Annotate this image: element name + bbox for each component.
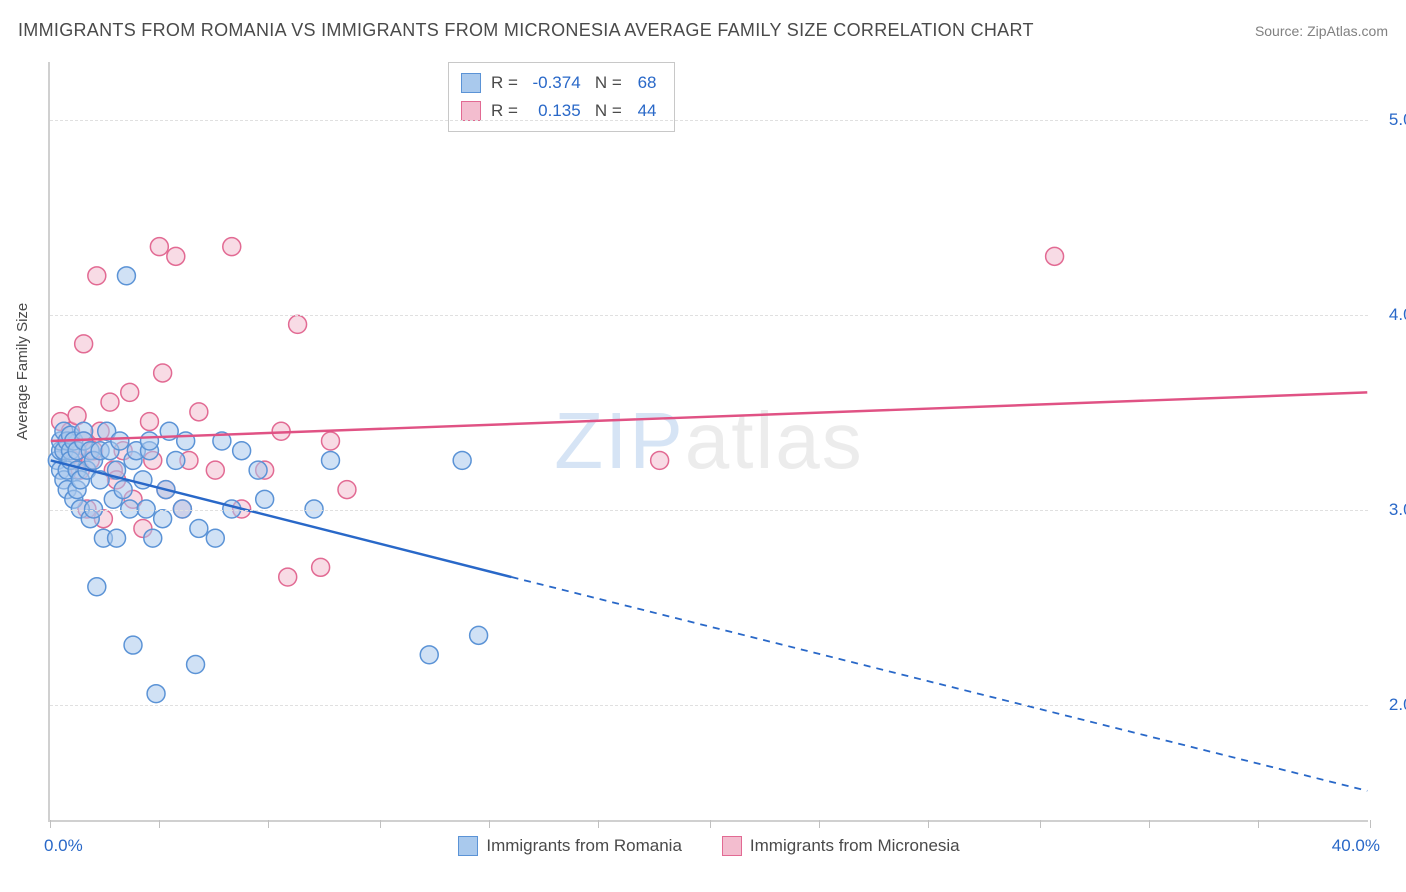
stat-n-label: N = xyxy=(581,73,627,93)
scatter-point-a xyxy=(124,636,142,654)
scatter-point-a xyxy=(108,529,126,547)
scatter-point-b xyxy=(190,403,208,421)
ytick-label: 4.00 xyxy=(1389,305,1406,325)
scatter-point-a xyxy=(144,529,162,547)
scatter-point-b xyxy=(167,247,185,265)
scatter-point-a xyxy=(420,646,438,664)
scatter-point-a xyxy=(470,626,488,644)
scatter-point-b xyxy=(154,364,172,382)
scatter-point-a xyxy=(256,490,274,508)
gridline-h xyxy=(50,120,1368,121)
scatter-point-a xyxy=(154,510,172,528)
scatter-point-b xyxy=(289,315,307,333)
legend-label-a: Immigrants from Romania xyxy=(486,836,682,856)
xtick xyxy=(819,820,820,828)
gridline-h xyxy=(50,510,1368,511)
stat-n-b: 44 xyxy=(626,101,656,121)
ytick-label: 3.00 xyxy=(1389,500,1406,520)
scatter-point-b xyxy=(141,413,159,431)
legend-item-a: Immigrants from Romania xyxy=(458,836,682,856)
gridline-h xyxy=(50,705,1368,706)
chart-container: IMMIGRANTS FROM ROMANIA VS IMMIGRANTS FR… xyxy=(0,0,1406,892)
scatter-point-b xyxy=(651,451,669,469)
scatter-point-a xyxy=(88,578,106,596)
stat-r-b: 0.135 xyxy=(523,101,581,121)
scatter-point-a xyxy=(233,442,251,460)
xtick xyxy=(50,820,51,828)
source-attribution: Source: ZipAtlas.com xyxy=(1255,23,1388,39)
scatter-point-a xyxy=(117,267,135,285)
scatter-point-b xyxy=(150,238,168,256)
legend-label-b: Immigrants from Micronesia xyxy=(750,836,960,856)
scatter-point-a xyxy=(114,481,132,499)
title-bar: IMMIGRANTS FROM ROMANIA VS IMMIGRANTS FR… xyxy=(18,20,1388,41)
scatter-point-a xyxy=(322,451,340,469)
scatter-point-b xyxy=(101,393,119,411)
scatter-point-a xyxy=(167,451,185,469)
stat-swatch-b xyxy=(461,101,481,121)
xtick xyxy=(489,820,490,828)
legend-swatch-a xyxy=(458,836,478,856)
trendline-a-solid xyxy=(51,460,512,577)
scatter-point-b xyxy=(312,558,330,576)
bottom-legend: Immigrants from Romania Immigrants from … xyxy=(50,836,1368,856)
scatter-point-b xyxy=(223,238,241,256)
scatter-point-a xyxy=(147,685,165,703)
scatter-point-b xyxy=(1046,247,1064,265)
stat-n-a: 68 xyxy=(626,73,656,93)
scatter-point-a xyxy=(173,500,191,518)
gridline-h xyxy=(50,315,1368,316)
xtick xyxy=(928,820,929,828)
xtick xyxy=(159,820,160,828)
xtick xyxy=(710,820,711,828)
legend-swatch-b xyxy=(722,836,742,856)
trendline-b xyxy=(51,392,1368,441)
xtick xyxy=(1370,820,1371,828)
xtick xyxy=(1258,820,1259,828)
ytick-label: 2.00 xyxy=(1389,695,1406,715)
xtick xyxy=(598,820,599,828)
scatter-point-b xyxy=(206,461,224,479)
scatter-point-a xyxy=(190,519,208,537)
scatter-point-a xyxy=(249,461,267,479)
chart-title: IMMIGRANTS FROM ROMANIA VS IMMIGRANTS FR… xyxy=(18,20,1034,41)
correlation-stats-box: R = -0.374 N = 68 R = 0.135 N = 44 xyxy=(448,62,675,132)
scatter-point-b xyxy=(322,432,340,450)
plot-area: ZIPatlas R = -0.374 N = 68 R = 0.135 N =… xyxy=(48,62,1368,822)
stat-r-label: R = xyxy=(491,73,523,93)
xtick-max: 40.0% xyxy=(1332,836,1380,856)
scatter-point-a xyxy=(206,529,224,547)
legend-item-b: Immigrants from Micronesia xyxy=(722,836,960,856)
xtick xyxy=(1040,820,1041,828)
xtick-min: 0.0% xyxy=(44,836,83,856)
scatter-point-a xyxy=(141,432,159,450)
scatter-point-a xyxy=(137,500,155,518)
stat-r-label: R = xyxy=(491,101,523,121)
xtick xyxy=(268,820,269,828)
scatter-point-a xyxy=(85,500,103,518)
xtick xyxy=(1149,820,1150,828)
scatter-point-b xyxy=(75,335,93,353)
chart-svg xyxy=(50,62,1368,820)
scatter-point-a xyxy=(111,432,129,450)
stat-r-a: -0.374 xyxy=(523,73,581,93)
y-axis-label: Average Family Size xyxy=(14,303,31,440)
ytick-label: 5.00 xyxy=(1389,110,1406,130)
scatter-point-a xyxy=(121,500,139,518)
scatter-point-b xyxy=(121,383,139,401)
xtick xyxy=(380,820,381,828)
stat-n-label: N = xyxy=(581,101,627,121)
scatter-point-b xyxy=(279,568,297,586)
scatter-point-b xyxy=(338,481,356,499)
scatter-point-a xyxy=(305,500,323,518)
scatter-point-b xyxy=(88,267,106,285)
trendline-a-dashed xyxy=(512,577,1368,791)
scatter-point-a xyxy=(453,451,471,469)
stat-row-series-a: R = -0.374 N = 68 xyxy=(461,69,656,97)
scatter-point-a xyxy=(187,656,205,674)
stat-swatch-a xyxy=(461,73,481,93)
